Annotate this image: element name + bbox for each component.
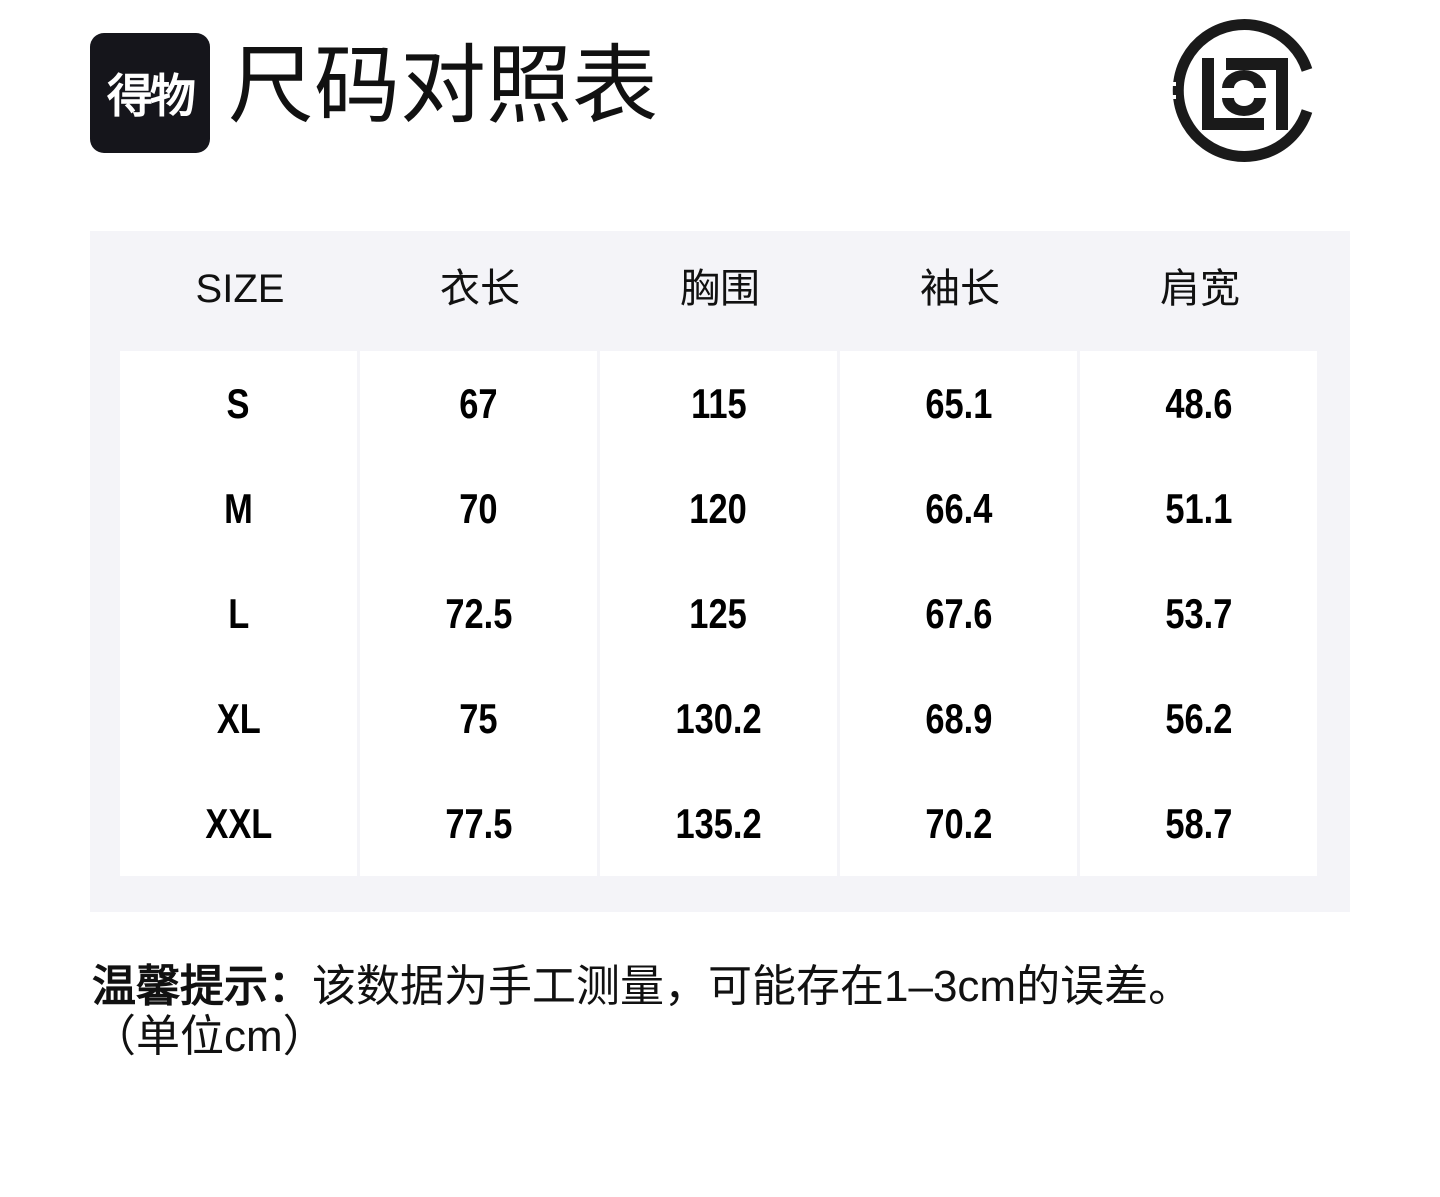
table-cell: 68.9: [840, 666, 1077, 771]
cell-value: 77.5: [444, 799, 513, 847]
clot-logo-icon: [1172, 19, 1313, 162]
table-cell: XXL: [120, 771, 357, 876]
note-label: 温馨提示：: [92, 962, 312, 1011]
table-cell: 135.2: [600, 771, 837, 876]
table-row: M 70 120 66.4 51.1: [120, 456, 1320, 561]
column-header: 袖长: [920, 267, 1000, 311]
table-row: XXL 77.5 135.2 70.2 58.7: [120, 771, 1320, 876]
table-cell: 130.2: [600, 666, 837, 771]
cell-value: L: [227, 589, 250, 637]
cell-value: M: [224, 484, 253, 532]
cell-value: 67: [459, 379, 498, 427]
page-title: 尺码对照表: [228, 38, 658, 134]
cell-value: 115: [690, 379, 747, 427]
cell-value: 65.1: [924, 379, 993, 427]
cell-value: 70.2: [924, 799, 993, 847]
table-header: SIZE 衣长 胸围 袖长 肩宽: [120, 231, 1320, 351]
column-header: 胸围: [680, 267, 760, 311]
cell-value: 56.2: [1164, 694, 1233, 742]
table-cell: 70.2: [840, 771, 1077, 876]
table-cell: 53.7: [1080, 561, 1317, 666]
table-cell: 51.1: [1080, 456, 1317, 561]
cell-value: 48.6: [1164, 379, 1233, 427]
table-cell: 58.7: [1080, 771, 1317, 876]
table-row: XL 75 130.2 68.9 56.2: [120, 666, 1320, 771]
table-cell: S: [120, 351, 357, 456]
cell-value: 67.6: [924, 589, 993, 637]
cell-value: S: [227, 379, 250, 427]
table-cell: 75: [360, 666, 597, 771]
table-cell: 56.2: [1080, 666, 1317, 771]
cell-value: 135.2: [675, 799, 762, 847]
cell-value: 120: [689, 484, 748, 532]
cell-value: 53.7: [1164, 589, 1233, 637]
table-cell: M: [120, 456, 357, 561]
cell-value: 58.7: [1164, 799, 1233, 847]
table-cell: 48.6: [1080, 351, 1317, 456]
cell-value: 70: [459, 484, 498, 532]
note-unit: （单位cm）: [92, 1012, 327, 1061]
table-cell: 72.5: [360, 561, 597, 666]
cell-value: 72.5: [444, 589, 513, 637]
brand-logo-text: 得物: [107, 70, 196, 122]
column-header: 衣长: [440, 267, 520, 311]
table-cell: 70: [360, 456, 597, 561]
table-cell: L: [120, 561, 357, 666]
table-cell: 125: [600, 561, 837, 666]
table-row: S 67 115 65.1 48.6: [120, 351, 1320, 456]
table-cell: 67.6: [840, 561, 1077, 666]
size-table: SIZE 衣长 胸围 袖长 肩宽 S 67 115 65.1 48.6 M 70 120 66.…: [90, 231, 1350, 912]
table-row: L 72.5 125 67.6 53.7: [120, 561, 1320, 666]
table-cell: 115: [600, 351, 837, 456]
cell-value: XL: [216, 694, 261, 742]
table-cell: 65.1: [840, 351, 1077, 456]
cell-value: 75: [459, 694, 498, 742]
table-cell: 77.5: [360, 771, 597, 876]
note-text: 该数据为手工测量，可能存在1–3cm的误差。: [312, 962, 1193, 1011]
cell-value: 66.4: [924, 484, 993, 532]
table-cell: 120: [600, 456, 837, 561]
cell-value: 130.2: [675, 694, 762, 742]
table-cell: 67: [360, 351, 597, 456]
cell-value: XXL: [205, 799, 272, 847]
column-header: SIZE: [195, 267, 285, 311]
table-cell: XL: [120, 666, 357, 771]
note: 温馨提示：该数据为手工测量，可能存在1–3cm的误差。 （单位cm）: [92, 962, 1392, 1062]
cell-value: 51.1: [1164, 484, 1233, 532]
column-header: 肩宽: [1160, 267, 1240, 311]
table-cell: 66.4: [840, 456, 1077, 561]
brand-logo: 得物: [90, 33, 210, 153]
cell-value: 125: [689, 589, 748, 637]
cell-value: 68.9: [924, 694, 993, 742]
